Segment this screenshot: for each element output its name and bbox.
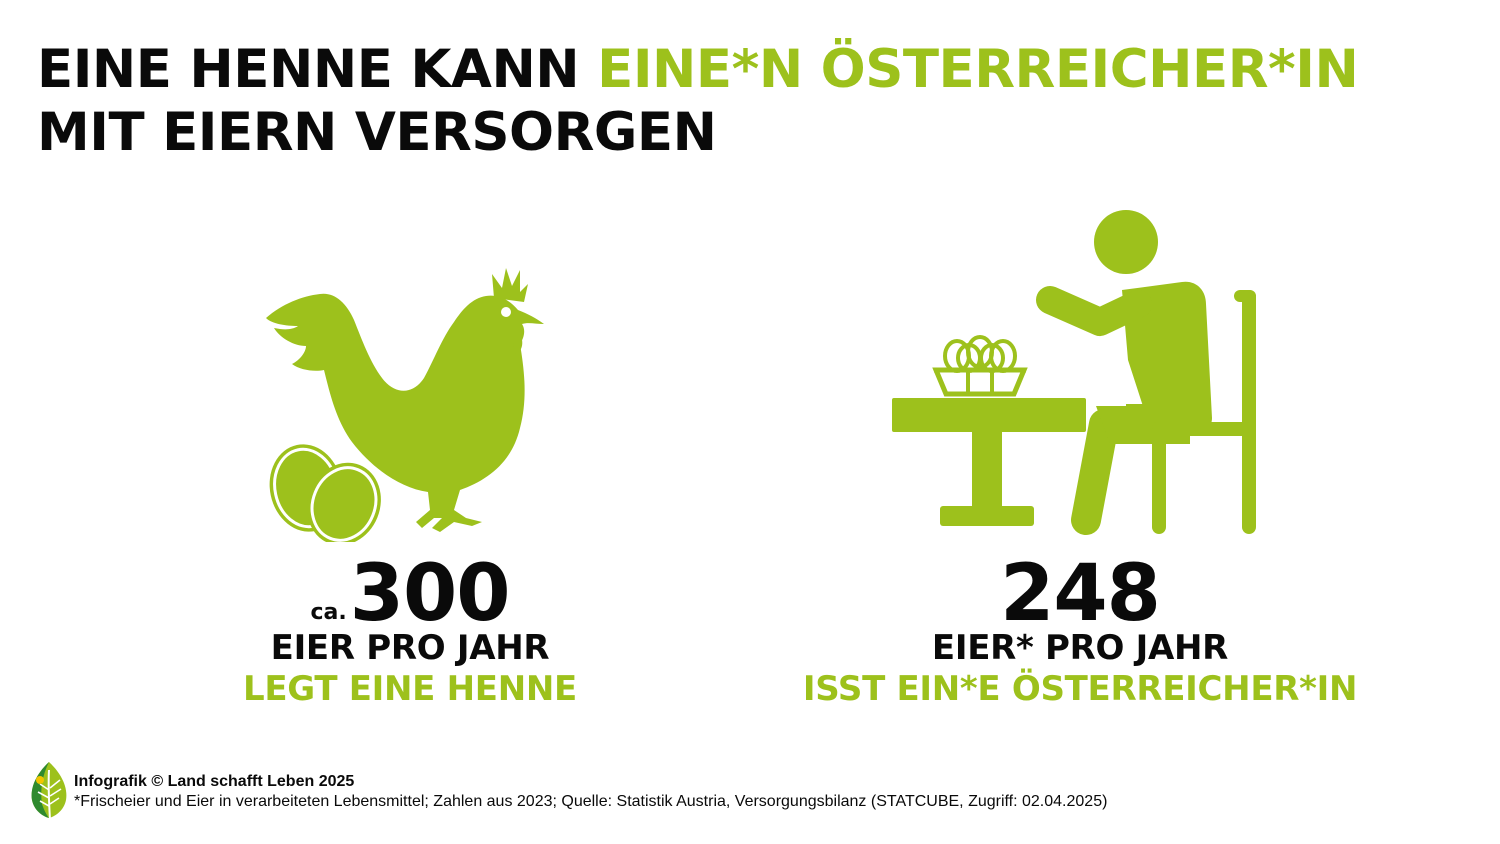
consumption-stat: 248 EIER* PRO JAHR ISST EIN*E ÖSTERREICH…: [760, 549, 1400, 710]
egg-carton-icon: [932, 335, 1028, 397]
hen-eggs-value: 300: [349, 549, 511, 639]
headline-black-part: EINE HENNE KANN: [37, 39, 598, 100]
hen-eggs-caption: LEGT EINE HENNE: [243, 669, 577, 709]
headline-green-part: EINE*N ÖSTERREICHER*IN: [597, 39, 1359, 100]
footer-source: *Frischeier und Eier in verarbeiteten Le…: [74, 793, 1108, 810]
headline-line-2: MIT EIERN VERSORGEN: [37, 102, 717, 163]
consumption-caption: ISST EIN*E ÖSTERREICHER*IN: [802, 669, 1358, 709]
consumption-number-row: 248: [760, 549, 1400, 639]
approx-prefix: ca.: [310, 600, 347, 625]
consumption-value: 248: [1000, 549, 1161, 639]
leaf-logo-icon: [31, 762, 67, 821]
consumption-unit: EIER* PRO JAHR: [931, 628, 1229, 668]
headline: EINE HENNE KANN EINE*N ÖSTERREICHER*IN M…: [37, 38, 1477, 164]
footer-credit: Infografik © Land schafft Leben 2025: [74, 773, 355, 790]
footer: Infografik © Land schafft Leben 2025 *Fr…: [28, 760, 1107, 822]
footer-text: Infografik © Land schafft Leben 2025 *Fr…: [74, 760, 1107, 812]
hen-eggs-number-row: ca. 300: [210, 549, 610, 639]
person-eating-at-table-icon: [892, 210, 1256, 535]
hen-eggs-stat: ca. 300 EIER PRO JAHR LEGT EINE HENNE: [210, 549, 610, 710]
headline-line-1: EINE HENNE KANN EINE*N ÖSTERREICHER*IN: [37, 38, 1477, 101]
hen-with-eggs-icon: [266, 268, 544, 542]
hen-eggs-unit: EIER PRO JAHR: [270, 628, 550, 668]
